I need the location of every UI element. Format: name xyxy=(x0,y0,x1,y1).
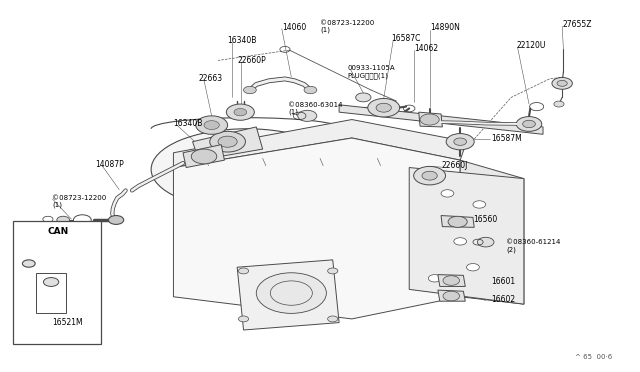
Circle shape xyxy=(523,120,536,128)
Text: 16601: 16601 xyxy=(491,278,515,286)
Polygon shape xyxy=(237,260,339,330)
Text: 27655Z: 27655Z xyxy=(562,20,591,29)
Polygon shape xyxy=(193,127,262,160)
Circle shape xyxy=(428,275,441,282)
Polygon shape xyxy=(460,160,524,304)
Circle shape xyxy=(196,116,228,134)
Polygon shape xyxy=(438,275,465,286)
Circle shape xyxy=(234,109,246,116)
Polygon shape xyxy=(173,138,460,319)
Text: 16340B: 16340B xyxy=(228,36,257,45)
Circle shape xyxy=(239,268,248,274)
Text: (1): (1) xyxy=(52,202,62,208)
Text: 16587C: 16587C xyxy=(392,34,420,43)
Circle shape xyxy=(516,116,541,131)
Text: 16340B: 16340B xyxy=(173,119,203,128)
Ellipse shape xyxy=(151,129,342,210)
Circle shape xyxy=(328,268,338,274)
Circle shape xyxy=(443,291,460,301)
Text: 14060: 14060 xyxy=(282,23,306,32)
Polygon shape xyxy=(419,112,442,127)
Circle shape xyxy=(420,114,439,125)
Text: 22120U: 22120U xyxy=(516,41,546,50)
Text: ©08360-63014: ©08360-63014 xyxy=(288,102,342,108)
Polygon shape xyxy=(173,119,467,167)
Bar xyxy=(13,221,100,344)
Polygon shape xyxy=(409,167,524,304)
Polygon shape xyxy=(183,145,225,167)
Circle shape xyxy=(477,237,494,247)
Circle shape xyxy=(368,99,399,117)
Circle shape xyxy=(448,216,467,227)
Circle shape xyxy=(554,101,564,107)
Circle shape xyxy=(467,263,479,271)
Circle shape xyxy=(44,278,59,286)
Text: 22660J: 22660J xyxy=(441,161,467,170)
Circle shape xyxy=(298,110,317,121)
Circle shape xyxy=(239,316,248,322)
Circle shape xyxy=(204,121,220,129)
Text: (1): (1) xyxy=(288,109,298,115)
Text: 16587M: 16587M xyxy=(491,134,522,142)
Circle shape xyxy=(227,104,254,120)
Circle shape xyxy=(376,103,392,112)
Text: ©08723-12200: ©08723-12200 xyxy=(52,195,107,201)
Circle shape xyxy=(413,166,445,185)
Text: ©08723-12200: ©08723-12200 xyxy=(320,20,374,26)
Polygon shape xyxy=(339,105,543,134)
Polygon shape xyxy=(441,215,474,227)
Circle shape xyxy=(557,80,567,86)
Text: 22660P: 22660P xyxy=(237,56,266,65)
Text: 16521M: 16521M xyxy=(52,318,83,327)
Circle shape xyxy=(454,138,467,145)
Text: CAN: CAN xyxy=(48,227,69,235)
Text: 14062: 14062 xyxy=(414,44,438,53)
Bar xyxy=(36,273,66,313)
Text: 14087P: 14087P xyxy=(96,160,124,169)
Circle shape xyxy=(22,260,35,267)
Text: (2): (2) xyxy=(506,246,516,253)
Circle shape xyxy=(422,171,437,180)
Circle shape xyxy=(210,131,246,152)
Circle shape xyxy=(446,134,474,150)
Polygon shape xyxy=(438,290,465,301)
Text: 22663: 22663 xyxy=(199,74,223,83)
Text: 16560: 16560 xyxy=(473,215,497,224)
Text: (1): (1) xyxy=(320,27,330,33)
Circle shape xyxy=(552,77,572,89)
Circle shape xyxy=(356,93,371,102)
Circle shape xyxy=(218,136,237,147)
Circle shape xyxy=(328,316,338,322)
Text: 00933-1105A: 00933-1105A xyxy=(348,65,395,71)
Circle shape xyxy=(256,273,326,313)
Circle shape xyxy=(108,215,124,224)
Circle shape xyxy=(441,190,454,197)
Circle shape xyxy=(191,149,217,164)
Text: ^ 65  00·6: ^ 65 00·6 xyxy=(575,353,612,360)
Text: 14890N: 14890N xyxy=(430,23,460,32)
Text: ©08360-61214: ©08360-61214 xyxy=(506,239,561,245)
Text: 16602: 16602 xyxy=(491,295,515,304)
Circle shape xyxy=(57,216,70,224)
Circle shape xyxy=(473,201,486,208)
Circle shape xyxy=(244,86,256,94)
Circle shape xyxy=(443,276,460,285)
Text: PLUGフラサ(1): PLUGフラサ(1) xyxy=(348,72,388,78)
Circle shape xyxy=(454,238,467,245)
Circle shape xyxy=(304,86,317,94)
